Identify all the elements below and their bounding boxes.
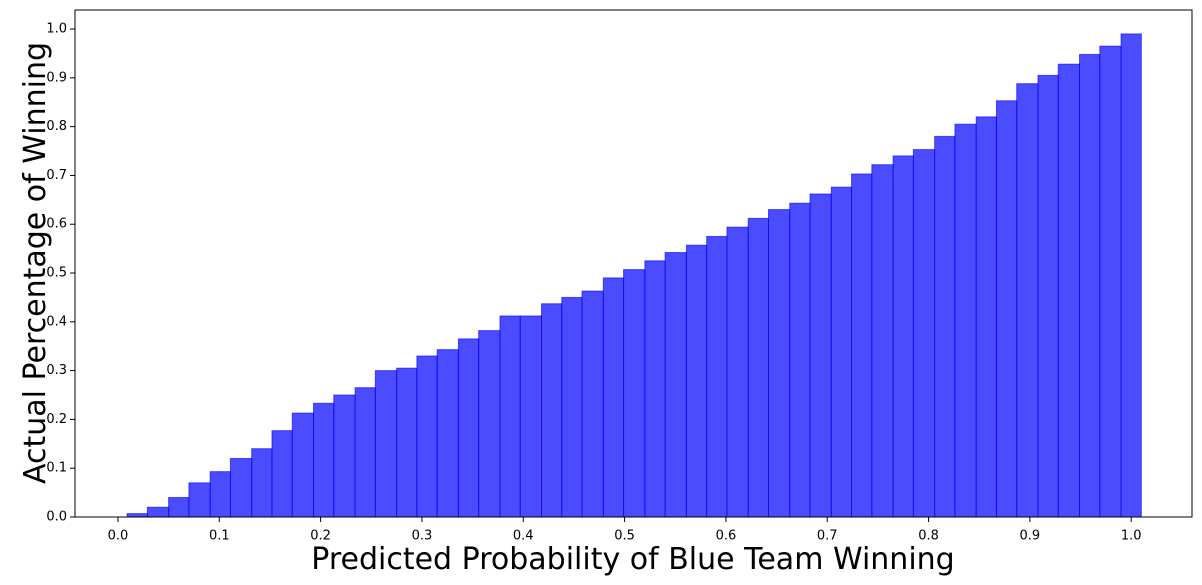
bar [396,367,418,518]
bar [934,135,956,518]
x-tick-label: 0.7 [817,529,838,544]
bar [229,457,253,518]
bar [726,226,749,518]
bar [146,506,170,518]
bar [540,303,563,518]
y-tick-label: 0.0 [46,510,67,525]
bar [457,338,480,518]
plot-frame [74,9,1193,518]
bar [623,269,646,518]
bar [581,290,604,518]
bar [602,277,625,518]
x-tick-label: 1.0 [1121,529,1142,544]
bar [354,387,376,518]
y-tick-label: 0.3 [46,363,67,378]
bar [126,513,148,518]
bar [209,471,231,518]
bar [912,149,936,518]
bar [271,430,293,518]
bar [789,202,811,518]
bar [168,496,190,518]
bar [188,482,211,518]
y-tick-label: 0.1 [46,461,67,476]
y-tick-label: 0.9 [46,70,67,85]
bar [830,186,853,518]
bar [975,116,997,518]
x-tick-label: 0.8 [918,529,939,544]
x-tick-label: 0.6 [716,529,737,544]
bar [478,330,501,518]
bar [809,193,832,518]
x-tick-label: 0.2 [310,529,331,544]
bar [871,164,894,518]
bar [851,173,873,518]
x-axis-label: Predicted Probability of Blue Team Winni… [311,542,954,577]
bar [892,155,914,518]
bar [436,349,459,518]
bar [644,260,666,518]
x-tick-label: 0.0 [108,529,129,544]
y-tick-label: 0.6 [46,217,67,232]
y-tick-label: 0.2 [46,412,67,427]
bar [1120,33,1142,518]
bar [767,209,791,518]
bar [1099,45,1122,518]
bar [561,296,583,518]
bar [1037,74,1059,518]
bar [706,235,728,518]
bar [685,244,708,518]
bar [374,370,398,518]
y-tick-label: 0.5 [46,266,67,281]
x-tick-label: 0.5 [614,529,635,544]
bar [747,217,769,518]
bar [1016,83,1039,518]
bar [313,402,335,518]
bar [1057,63,1081,518]
bar [664,252,687,518]
bar [251,448,273,518]
x-tick-label: 0.3 [412,529,433,544]
y-tick-label: 0.7 [46,168,67,183]
y-axis-label: Actual Percentage of Winning [18,42,53,484]
bar [416,355,438,518]
bar [1079,53,1101,518]
bar [291,412,315,518]
bar [499,315,521,518]
y-tick-label: 0.8 [46,119,67,134]
bar [333,394,356,518]
bar [519,315,542,518]
bar [954,123,977,518]
y-tick-label: 1.0 [46,22,67,37]
y-tick-label: 0.4 [46,314,67,329]
x-tick-label: 0.1 [209,529,230,544]
x-tick-label: 0.4 [513,529,534,544]
x-tick-label: 0.9 [1020,529,1041,544]
bar [995,100,1018,518]
